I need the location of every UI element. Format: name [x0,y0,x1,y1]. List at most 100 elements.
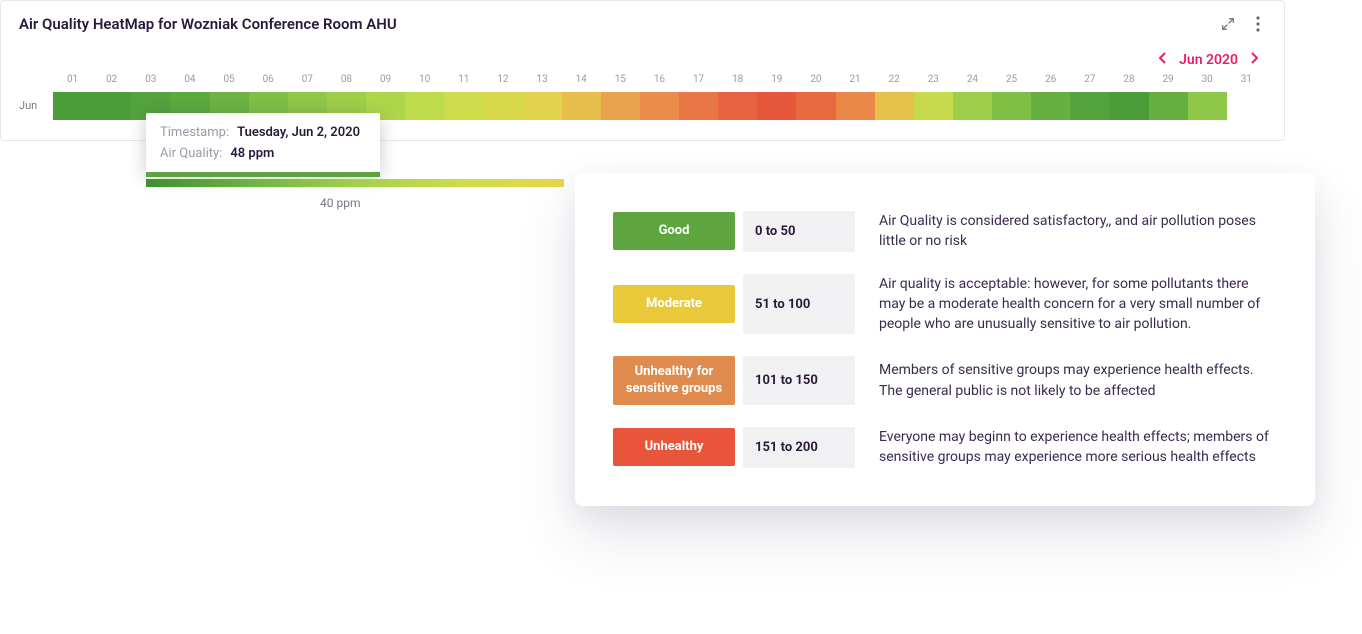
heatmap-cell[interactable] [53,92,92,120]
heatmap-day[interactable]: 26 [1031,74,1070,120]
legend-description: Air quality is acceptable: however, for … [863,274,1273,335]
heatmap-day[interactable]: 11 [444,74,483,120]
legend-range: 151 to 200 [743,427,855,468]
heatmap-day[interactable]: 21 [836,74,875,120]
tooltip-val-airquality: 48 ppm [230,146,274,161]
heatmap-cell[interactable] [953,92,992,120]
heatmap-day[interactable]: 01 [53,74,92,120]
day-number: 24 [967,74,978,86]
heatmap-day[interactable]: 18 [718,74,757,120]
card-header: Air Quality HeatMap for Wozniak Conferen… [19,15,1266,33]
heatmap-day[interactable]: 10 [405,74,444,120]
day-number: 21 [849,74,860,86]
card-title: Air Quality HeatMap for Wozniak Conferen… [19,15,397,33]
legend-range: 101 to 150 [743,356,855,405]
heatmap-day[interactable]: 02 [92,74,131,120]
day-number: 23 [928,74,939,86]
heatmap-cell[interactable] [601,92,640,120]
prev-month-button[interactable] [1157,51,1167,68]
legend-row: Moderate51 to 100Air quality is acceptab… [613,274,1273,335]
heatmap-day[interactable]: 28 [1109,74,1148,120]
heatmap-day[interactable]: 24 [953,74,992,120]
heatmap-day[interactable]: 22 [875,74,914,120]
heatmap-cell[interactable] [875,92,914,120]
heatmap-day[interactable]: 12 [483,74,522,120]
heatmap-cell[interactable] [1070,92,1109,120]
heatmap-cell[interactable] [483,92,522,120]
next-month-button[interactable] [1250,51,1260,68]
heatmap-day[interactable]: 16 [640,74,679,120]
day-number: 22 [889,74,900,86]
heatmap-cell[interactable] [405,92,444,120]
legend-badge: Unhealthy for sensitive groups [613,356,735,405]
day-number: 13 [536,74,547,86]
more-icon[interactable] [1250,16,1266,32]
current-month-label: Jun 2020 [1179,52,1238,68]
legend-card: Good0 to 50Air Quality is considered sat… [575,173,1315,506]
heatmap-day[interactable]: 29 [1149,74,1188,120]
day-number: 20 [810,74,821,86]
day-number: 17 [693,74,704,86]
heatmap-cell[interactable] [523,92,562,120]
day-number: 07 [302,74,313,86]
day-number: 10 [419,74,430,86]
heatmap-cell[interactable] [1109,92,1148,120]
heatmap-cell[interactable] [92,92,131,120]
heatmap-day[interactable]: 19 [757,74,796,120]
heatmap-cell[interactable] [718,92,757,120]
heatmap-day[interactable]: 25 [992,74,1031,120]
heatmap-cell[interactable] [640,92,679,120]
legend-badge: Good [613,212,735,250]
day-number: 02 [106,74,117,86]
legend-range: 0 to 50 [743,211,855,252]
heatmap-day[interactable]: 27 [1070,74,1109,120]
tooltip-key-airquality: Air Quality: [160,146,222,161]
heatmap-day[interactable]: 14 [562,74,601,120]
heatmap-day[interactable]: 15 [601,74,640,120]
heatmap-cell[interactable] [796,92,835,120]
heatmap-cell[interactable] [1227,92,1266,120]
heatmap-day[interactable]: 17 [679,74,718,120]
day-number: 30 [1202,74,1213,86]
heatmap-cell[interactable] [1188,92,1227,120]
heatmap-day[interactable]: 20 [796,74,835,120]
heatmap-cell[interactable] [992,92,1031,120]
day-number: 16 [654,74,665,86]
day-number: 12 [497,74,508,86]
day-number: 15 [615,74,626,86]
heatmap-cell[interactable] [679,92,718,120]
heatmap-cell[interactable] [1149,92,1188,120]
date-navigator: Jun 2020 [19,51,1266,68]
day-number: 09 [380,74,391,86]
legend-description: Everyone may beginn to experience health… [863,427,1273,468]
heatmap-cell[interactable] [757,92,796,120]
day-number: 01 [67,74,78,86]
tooltip: Timestamp: Tuesday, Jun 2, 2020 Air Qual… [146,113,380,173]
card-actions [1220,16,1266,32]
heatmap-day[interactable]: 31 [1227,74,1266,120]
heatmap-cell[interactable] [562,92,601,120]
heatmap-cell[interactable] [444,92,483,120]
legend-row: Unhealthy for sensitive groups101 to 150… [613,356,1273,405]
tooltip-val-timestamp: Tuesday, Jun 2, 2020 [237,125,360,140]
day-number: 06 [263,74,274,86]
legend-row: Good0 to 50Air Quality is considered sat… [613,211,1273,252]
heatmap-cell[interactable] [836,92,875,120]
gradient-scale-label: 40 ppm [320,196,360,210]
day-number: 14 [576,74,587,86]
heatmap-cell[interactable] [914,92,953,120]
heatmap-cell[interactable] [1031,92,1070,120]
tooltip-underline [146,172,380,177]
legend-range: 51 to 100 [743,274,855,335]
heatmap-day[interactable]: 13 [523,74,562,120]
tooltip-key-timestamp: Timestamp: [160,125,229,140]
day-number: 18 [732,74,743,86]
day-number: 25 [1006,74,1017,86]
legend-badge: Moderate [613,285,735,323]
legend-row: Unhealthy151 to 200Everyone may beginn t… [613,427,1273,468]
day-number: 04 [184,74,195,86]
heatmap-day[interactable]: 30 [1188,74,1227,120]
expand-icon[interactable] [1220,16,1236,32]
legend-description: Members of sensitive groups may experien… [863,360,1273,401]
heatmap-day[interactable]: 23 [914,74,953,120]
